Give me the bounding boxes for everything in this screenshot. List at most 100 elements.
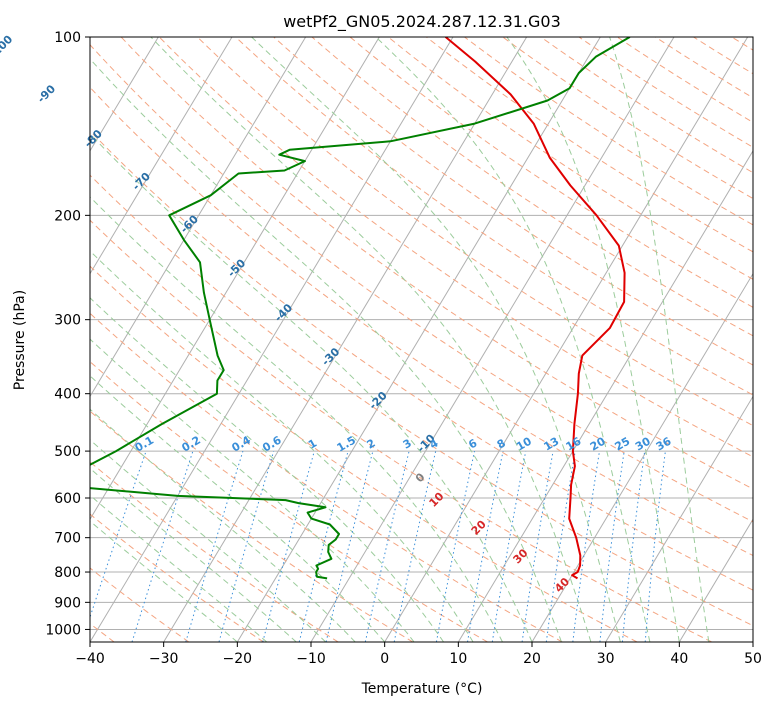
dry-adiabat xyxy=(90,461,339,642)
isotherm-label: -90 xyxy=(35,82,58,105)
moist-adiabat xyxy=(90,196,503,642)
moist-adiabat xyxy=(90,250,474,642)
mixing-ratio-line xyxy=(393,450,437,642)
x-tick-label: 10 xyxy=(449,651,467,667)
mixing-ratio-label: 6 xyxy=(466,436,479,451)
isotherm-label: -20 xyxy=(367,389,390,412)
mixing-ratio-line xyxy=(364,450,410,642)
moist-adiabat xyxy=(90,338,415,642)
isotherm-line xyxy=(752,641,753,642)
isotherm-line xyxy=(163,37,528,642)
y-tick-label: 700 xyxy=(54,531,81,547)
x-tick-label: −20 xyxy=(223,651,253,667)
chart-title: wetPf2_GN05.2024.287.12.31.G03 xyxy=(283,12,561,32)
moist-adiabat-label: 10 xyxy=(427,490,447,510)
isotherm-label: -80 xyxy=(82,127,105,150)
y-tick-label: 600 xyxy=(54,491,81,507)
moist-adiabat xyxy=(375,37,651,642)
moist-adiabat xyxy=(90,439,327,642)
mixing-ratio-line xyxy=(644,451,666,642)
y-tick-label: 500 xyxy=(54,444,81,460)
isotherm-line xyxy=(90,37,159,152)
dry-adiabat xyxy=(540,37,753,174)
moist-adiabat-label: 20 xyxy=(469,517,489,537)
y-tick-label: 300 xyxy=(54,313,81,329)
dry-adiabat xyxy=(90,312,563,642)
dry-adiabat xyxy=(235,37,753,396)
dry-adiabat xyxy=(90,219,712,642)
y-tick-label: 400 xyxy=(54,387,81,403)
mixing-ratio-line xyxy=(572,451,600,642)
mixing-ratio-label: 2 xyxy=(365,437,378,452)
x-tick-label: −30 xyxy=(149,651,179,667)
isotherm-label: -50 xyxy=(225,256,248,279)
dry-adiabat xyxy=(426,37,753,253)
isotherm-line xyxy=(531,272,753,642)
dry-adiabat xyxy=(311,37,753,337)
mixing-ratio-line xyxy=(90,450,147,619)
line-labels: -100-90-80-70-60-50-40-30-20-100.1 0.2 0.4… xyxy=(0,33,674,596)
x-tick-label: 30 xyxy=(597,651,615,667)
moist-adiabat-label: 40 xyxy=(552,575,572,595)
mixing-ratio-line xyxy=(491,451,527,642)
moist-adiabat xyxy=(90,132,533,642)
axes: −40 −30 −20 −10 0 10 20 30 40 5010020030040050060… xyxy=(45,30,762,667)
x-axis-label: Temperature (°C) xyxy=(361,681,483,697)
isotherm-line xyxy=(90,37,233,275)
dry-adiabat xyxy=(387,37,753,280)
moist-adiabat xyxy=(90,297,445,642)
mixing-ratio-line xyxy=(599,451,625,642)
dewpoint-profile xyxy=(90,37,631,580)
y-tick-label: 100 xyxy=(54,30,81,46)
dry-adiabat xyxy=(158,37,753,458)
moist-adiabat xyxy=(90,58,562,642)
dry-adiabat xyxy=(273,37,753,366)
mixing-ratio-line xyxy=(621,451,646,642)
mixing-ratio-line xyxy=(218,450,275,642)
moist-adiabat xyxy=(90,494,268,642)
isotherm-line xyxy=(0,37,11,642)
dry-adiabat xyxy=(655,37,753,99)
isotherm-line xyxy=(457,149,753,642)
y-axis-label: Pressure (hPa) xyxy=(12,290,28,390)
dry-adiabat xyxy=(120,37,753,490)
mixing-ratio-line xyxy=(325,450,374,642)
mixing-ratio-line xyxy=(435,450,475,642)
x-tick-label: 40 xyxy=(670,651,688,667)
moist-adiabat xyxy=(90,467,297,642)
moist-adiabat-label: 0 xyxy=(413,470,428,485)
isotherm-line xyxy=(90,37,380,521)
moist-adiabat xyxy=(90,375,386,642)
dry-adiabat xyxy=(90,265,638,642)
mixing-ratio-line xyxy=(262,450,315,642)
profile-lines xyxy=(90,37,631,580)
x-tick-label: 0 xyxy=(380,651,389,667)
moist-adiabat xyxy=(251,37,621,642)
isotherm-line xyxy=(310,37,675,642)
mixing-ratio-line xyxy=(521,451,554,642)
mixing-ratio-line xyxy=(298,450,349,642)
dry-adiabat xyxy=(90,44,753,523)
y-tick-label: 200 xyxy=(54,208,81,224)
x-tick-label: −10 xyxy=(296,651,326,667)
y-tick-label: 1000 xyxy=(45,622,81,638)
dry-adiabat xyxy=(90,513,264,642)
isotherm-line xyxy=(384,37,749,642)
isotherm-label: -100 xyxy=(0,33,16,62)
mixing-ratio-line xyxy=(467,450,504,642)
isotherm-line xyxy=(678,518,753,642)
moist-adiabat xyxy=(150,37,592,642)
y-tick-label: 900 xyxy=(54,595,81,611)
background-lines xyxy=(0,37,753,642)
x-tick-label: 20 xyxy=(523,651,541,667)
isotherm-label: -70 xyxy=(130,170,153,193)
x-tick-label: −40 xyxy=(75,651,105,667)
dry-adiabat xyxy=(90,174,753,627)
moist-adiabat xyxy=(609,37,710,642)
isotherm-line xyxy=(605,395,753,642)
dry-adiabat xyxy=(90,130,753,591)
mixing-ratio-line xyxy=(545,451,576,642)
x-tick-label: 50 xyxy=(744,651,762,667)
mixing-ratio-label: 3 xyxy=(401,437,414,452)
